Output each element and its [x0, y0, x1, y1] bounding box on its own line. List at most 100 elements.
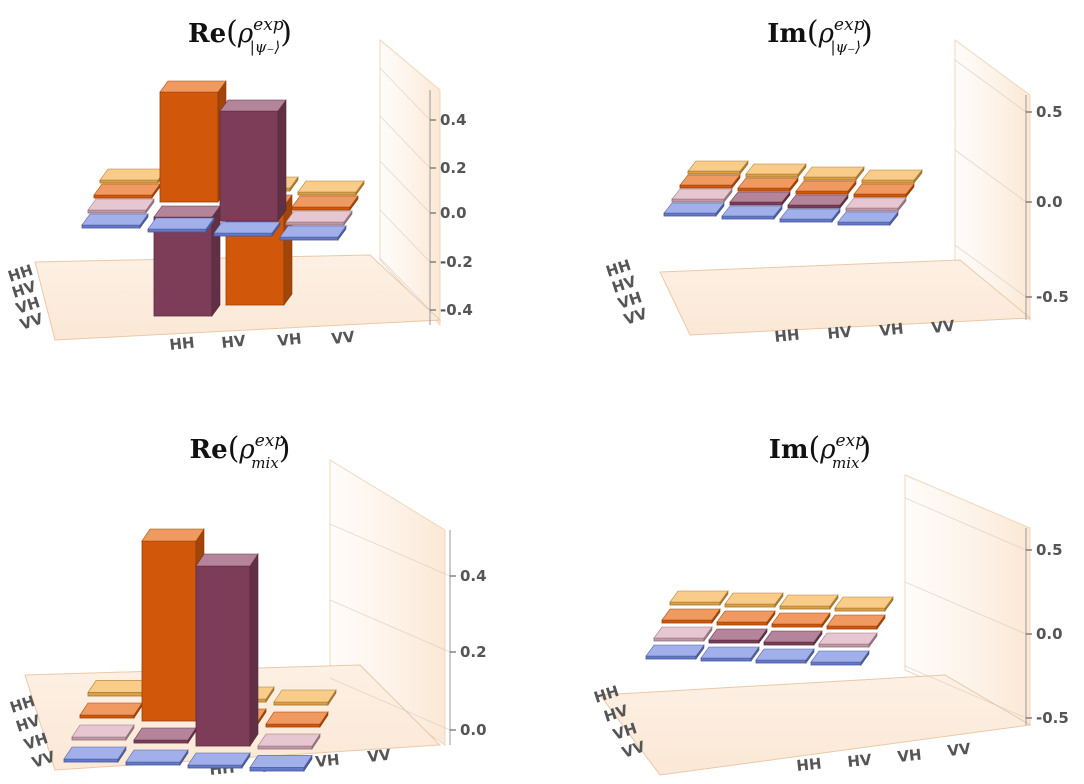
bar-front [818, 643, 870, 648]
bar-front [159, 91, 219, 203]
wall-gridline [954, 149, 1027, 203]
bar-top [285, 210, 353, 223]
bar-front [826, 625, 878, 630]
bar-top [779, 208, 841, 220]
col-label: HV [847, 751, 873, 771]
bar-top [663, 202, 725, 214]
col-label: VV [367, 746, 392, 766]
bar-top [795, 180, 857, 192]
chart-title: Im(ρexp |ψ₋⟩) [767, 15, 873, 56]
bar-top [81, 213, 149, 226]
col-label: HV [221, 332, 247, 352]
bar-top [671, 188, 733, 200]
bar-front [708, 639, 760, 644]
bar-front [763, 641, 815, 646]
bar-top [87, 198, 155, 211]
bar-front [63, 758, 119, 763]
bar-top [745, 163, 807, 175]
bar-front [700, 657, 752, 662]
z-tick-label: 0.4 [460, 567, 487, 585]
bar-front [153, 216, 213, 317]
bar-top [787, 194, 849, 206]
bar-top [63, 746, 127, 760]
col-label: VV [331, 328, 356, 348]
floor-plane [659, 259, 1032, 336]
bar-top [721, 205, 783, 217]
bar-front [133, 739, 189, 744]
wall-gridline [954, 59, 1027, 113]
bar-top [297, 180, 365, 193]
chart-title: Re(ρexp |ψ₋⟩) [188, 15, 292, 56]
bar-top [195, 553, 259, 567]
back-wall [379, 38, 441, 327]
bar-top [716, 610, 776, 623]
col-label: HH [774, 325, 801, 346]
wall-gridline [329, 523, 451, 577]
bar-front [219, 110, 279, 222]
bar-top [159, 80, 227, 93]
bar-front [661, 619, 713, 624]
bar-front [845, 207, 899, 212]
wall-gridline [329, 677, 451, 731]
bar-top [729, 191, 791, 203]
bar-top [687, 160, 749, 172]
bar-top [273, 689, 337, 703]
chart-title: Re(ρexp mix) [190, 431, 291, 472]
bar-top [147, 217, 215, 230]
bar-top [779, 594, 839, 607]
wall-gridline [329, 599, 451, 653]
bar-front [93, 194, 153, 199]
col-label: VH [897, 746, 923, 766]
back-wall [954, 39, 1031, 322]
z-tick-label: 0.5 [1036, 541, 1063, 559]
bar-front [834, 607, 886, 612]
bar-front [279, 236, 339, 241]
bar-top [818, 632, 878, 645]
col-label: HV [827, 323, 853, 343]
bar-top [737, 177, 799, 189]
bar-front [195, 565, 251, 747]
bar-top [71, 724, 135, 738]
bar-top [763, 630, 823, 643]
bar-top [265, 711, 329, 725]
z-tick-label: -0.5 [1036, 709, 1069, 727]
bar-front [671, 198, 725, 203]
bar-front [663, 212, 717, 217]
bar-top [93, 183, 161, 196]
bar-front [125, 761, 181, 766]
bar-front [861, 179, 915, 184]
z-tick-label: 0.0 [1036, 193, 1063, 211]
z-tick-label: 0.0 [460, 721, 487, 739]
col-label: VV [931, 317, 956, 337]
bar-front [787, 204, 841, 209]
bar-top [153, 205, 221, 218]
bar-front [147, 228, 207, 233]
bar-front [724, 603, 776, 608]
wall-gridline [379, 209, 431, 263]
bar-front [249, 767, 305, 772]
col-label: HH [169, 333, 196, 354]
bar-top [669, 590, 729, 603]
z-tick-label: -0.2 [440, 253, 473, 271]
z-tick-label: 0.0 [1036, 625, 1063, 643]
bar-top [826, 614, 886, 627]
bar-front [716, 621, 768, 626]
bar-front [687, 170, 741, 175]
bar-top [661, 608, 721, 621]
bar-top [653, 626, 713, 639]
bar-top [861, 169, 923, 181]
z-tick-label: 0.5 [1036, 103, 1063, 121]
bar-front [273, 701, 329, 706]
bar-top [213, 221, 281, 234]
bar-top [834, 596, 894, 609]
bar-top [700, 646, 760, 659]
wall-gridline [379, 257, 431, 311]
bar-front [779, 605, 831, 610]
bar-side [249, 553, 259, 747]
bar-top [219, 99, 287, 112]
bar-front [653, 637, 705, 642]
bar-front [257, 745, 313, 750]
